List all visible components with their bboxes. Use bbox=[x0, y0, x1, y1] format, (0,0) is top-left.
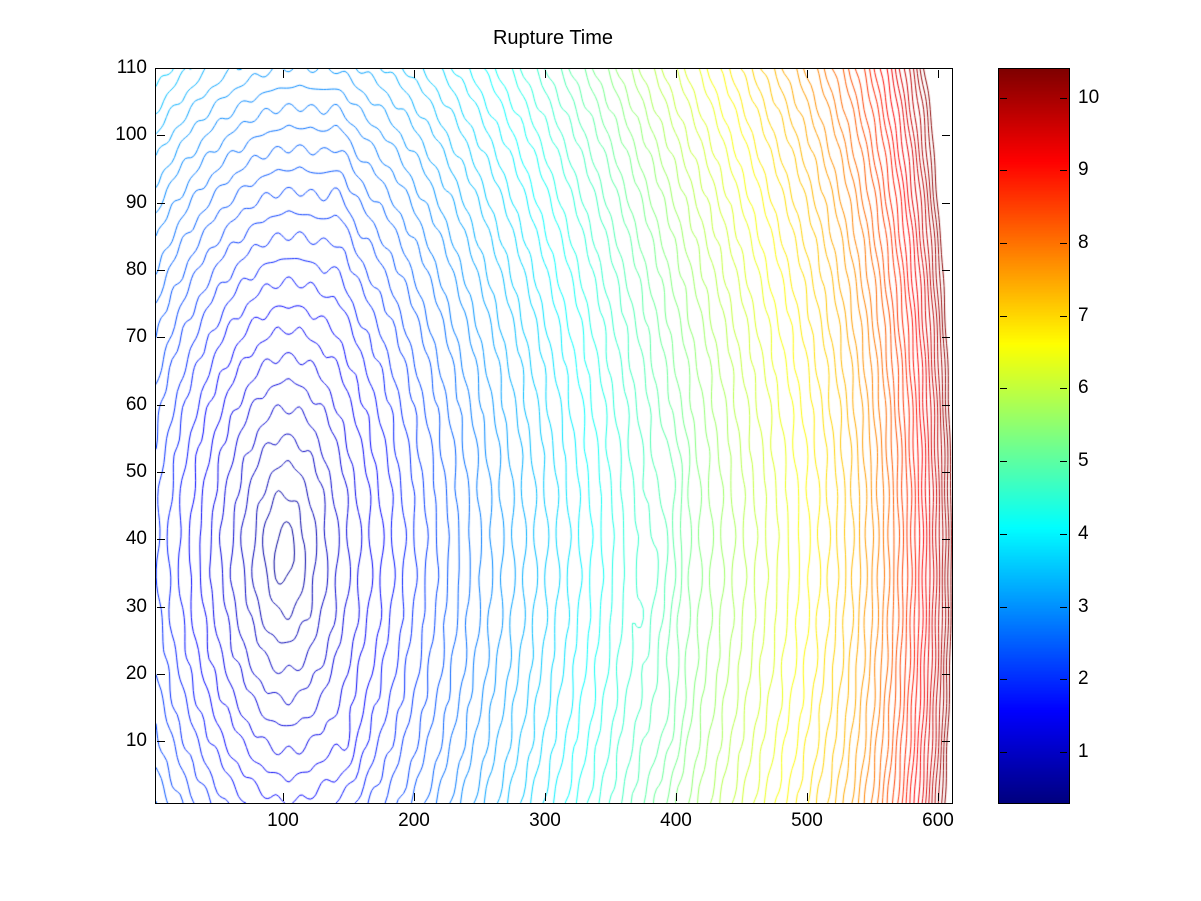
colorbar-tick-label: 6 bbox=[1078, 377, 1089, 398]
colorbar-tick bbox=[1000, 243, 1007, 244]
x-axis-tick bbox=[545, 793, 546, 801]
colorbar bbox=[998, 68, 1070, 804]
y-axis-tick bbox=[157, 472, 165, 473]
y-tick-label: 10 bbox=[125, 730, 147, 751]
y-axis-tick bbox=[157, 607, 165, 608]
colorbar-tick-label: 10 bbox=[1078, 87, 1100, 108]
x-axis-tick bbox=[676, 793, 677, 801]
colorbar-tick bbox=[1000, 461, 1007, 462]
y-axis-tick bbox=[157, 270, 165, 271]
colorbar-tick-label: 9 bbox=[1078, 159, 1089, 180]
y-axis-tick-right bbox=[942, 405, 950, 406]
colorbar-tick-right bbox=[1060, 607, 1067, 608]
colorbar-tick-right bbox=[1060, 534, 1067, 535]
y-axis-tick bbox=[157, 405, 165, 406]
y-tick-label: 50 bbox=[125, 461, 147, 482]
colorbar-tick-label: 4 bbox=[1078, 523, 1089, 544]
x-tick-label: 500 bbox=[791, 810, 823, 831]
colorbar-tick-right bbox=[1060, 752, 1067, 753]
colorbar-tick-label: 5 bbox=[1078, 450, 1089, 471]
y-axis-tick-right bbox=[942, 741, 950, 742]
y-axis-tick-right bbox=[942, 337, 950, 338]
y-axis-tick-right bbox=[942, 135, 950, 136]
colorbar-tick-right bbox=[1060, 98, 1067, 99]
y-tick-label: 20 bbox=[125, 663, 147, 684]
x-axis-tick-top bbox=[676, 70, 677, 78]
y-axis-tick bbox=[157, 741, 165, 742]
y-axis-tick bbox=[157, 674, 165, 675]
colorbar-tick-right bbox=[1060, 461, 1067, 462]
colorbar-tick-label: 3 bbox=[1078, 596, 1089, 617]
colorbar-tick bbox=[1000, 98, 1007, 99]
colorbar-tick-label: 2 bbox=[1078, 668, 1089, 689]
x-axis-tick bbox=[414, 793, 415, 801]
colorbar-tick bbox=[1000, 170, 1007, 171]
y-axis-tick-right bbox=[942, 270, 950, 271]
x-axis-tick-top bbox=[414, 70, 415, 78]
colorbar-gradient-canvas bbox=[999, 69, 1069, 803]
y-tick-label: 70 bbox=[125, 326, 147, 347]
colorbar-tick-label: 8 bbox=[1078, 232, 1089, 253]
y-axis-tick bbox=[157, 135, 165, 136]
colorbar-tick-right bbox=[1060, 316, 1067, 317]
y-tick-label: 40 bbox=[125, 528, 147, 549]
colorbar-tick-right bbox=[1060, 243, 1067, 244]
x-axis-tick bbox=[283, 793, 284, 801]
y-axis-tick bbox=[157, 539, 165, 540]
chart-title: Rupture Time bbox=[492, 27, 614, 49]
y-tick-label: 100 bbox=[115, 124, 147, 145]
plot-area bbox=[155, 68, 953, 804]
y-axis-tick bbox=[157, 203, 165, 204]
y-axis-tick-right bbox=[942, 674, 950, 675]
x-tick-label: 200 bbox=[398, 810, 430, 831]
y-axis-tick-right bbox=[942, 68, 950, 69]
colorbar-tick-right bbox=[1060, 679, 1067, 680]
colorbar-tick bbox=[1000, 607, 1007, 608]
y-axis-tick-right bbox=[942, 539, 950, 540]
y-tick-label: 30 bbox=[125, 596, 147, 617]
y-tick-label: 90 bbox=[125, 192, 147, 213]
x-tick-label: 600 bbox=[922, 810, 954, 831]
colorbar-tick bbox=[1000, 679, 1007, 680]
x-axis-tick-top bbox=[938, 70, 939, 78]
x-axis-tick-top bbox=[545, 70, 546, 78]
colorbar-tick bbox=[1000, 388, 1007, 389]
x-axis-tick bbox=[807, 793, 808, 801]
y-axis-tick bbox=[157, 68, 165, 69]
x-tick-label: 300 bbox=[529, 810, 561, 831]
colorbar-tick-right bbox=[1060, 170, 1067, 171]
x-tick-label: 400 bbox=[660, 810, 692, 831]
y-axis-tick-right bbox=[942, 472, 950, 473]
y-tick-label: 110 bbox=[116, 57, 147, 78]
x-axis-tick bbox=[938, 793, 939, 801]
y-axis-tick-right bbox=[942, 607, 950, 608]
colorbar-tick-label: 1 bbox=[1078, 741, 1089, 762]
colorbar-tick bbox=[1000, 752, 1007, 753]
contour-plot-canvas bbox=[156, 69, 952, 803]
colorbar-tick-right bbox=[1060, 388, 1067, 389]
y-tick-label: 60 bbox=[125, 394, 147, 415]
colorbar-tick bbox=[1000, 316, 1007, 317]
x-axis-tick-top bbox=[807, 70, 808, 78]
y-axis-tick-right bbox=[942, 203, 950, 204]
y-tick-label: 80 bbox=[125, 259, 147, 280]
colorbar-tick-label: 7 bbox=[1078, 305, 1089, 326]
y-axis-tick bbox=[157, 337, 165, 338]
colorbar-tick bbox=[1000, 534, 1007, 535]
x-axis-tick-top bbox=[283, 70, 284, 78]
x-tick-label: 100 bbox=[267, 810, 299, 831]
